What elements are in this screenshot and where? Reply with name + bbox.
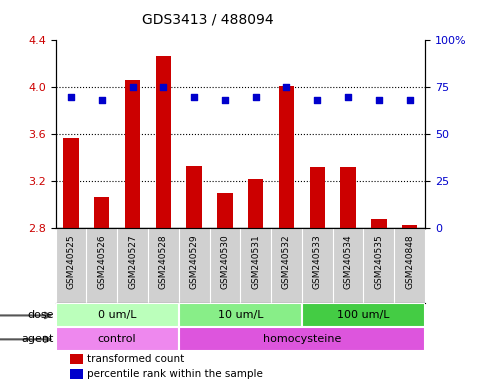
- Point: [98, 98, 106, 104]
- Bar: [94, 197, 110, 228]
- Bar: [56, 303, 179, 328]
- Text: 0 um/L: 0 um/L: [98, 310, 136, 320]
- Text: 100 um/L: 100 um/L: [337, 310, 390, 320]
- Text: GSM240531: GSM240531: [251, 234, 260, 289]
- Point: [159, 84, 167, 90]
- Point: [406, 98, 413, 104]
- Point: [375, 98, 383, 104]
- Point: [190, 94, 198, 100]
- Bar: [402, 225, 417, 228]
- Bar: [186, 166, 202, 228]
- Text: homocysteine: homocysteine: [263, 334, 341, 344]
- Text: GSM240535: GSM240535: [374, 234, 384, 289]
- Text: dose: dose: [27, 310, 54, 320]
- Text: GSM240848: GSM240848: [405, 234, 414, 289]
- Bar: [279, 86, 294, 228]
- Text: GSM240528: GSM240528: [159, 234, 168, 289]
- Point: [252, 94, 259, 100]
- Text: GSM240529: GSM240529: [190, 234, 199, 289]
- Text: transformed count: transformed count: [87, 354, 184, 364]
- Bar: [248, 179, 263, 228]
- Text: GSM240534: GSM240534: [343, 234, 353, 289]
- Bar: [179, 303, 302, 328]
- Bar: [71, 369, 83, 379]
- Text: agent: agent: [21, 334, 54, 344]
- Point: [344, 94, 352, 100]
- Point: [313, 98, 321, 104]
- Text: control: control: [98, 334, 136, 344]
- Text: GSM240527: GSM240527: [128, 234, 137, 289]
- Point: [221, 98, 229, 104]
- Bar: [371, 219, 386, 228]
- Text: GSM240532: GSM240532: [282, 234, 291, 289]
- Text: GSM240530: GSM240530: [220, 234, 229, 289]
- Text: GSM240533: GSM240533: [313, 234, 322, 289]
- Text: GDS3413 / 488094: GDS3413 / 488094: [142, 13, 273, 27]
- Bar: [302, 303, 425, 328]
- Bar: [125, 80, 140, 228]
- Point: [283, 84, 290, 90]
- Bar: [217, 193, 233, 228]
- Point: [67, 94, 75, 100]
- Bar: [71, 354, 83, 364]
- Bar: [179, 328, 425, 351]
- Text: 10 um/L: 10 um/L: [217, 310, 263, 320]
- Point: [128, 84, 136, 90]
- Bar: [63, 138, 79, 228]
- Text: GSM240525: GSM240525: [67, 234, 75, 289]
- Bar: [341, 167, 356, 228]
- Bar: [310, 167, 325, 228]
- Bar: [156, 56, 171, 228]
- Bar: [56, 328, 179, 351]
- Text: GSM240526: GSM240526: [97, 234, 106, 289]
- Text: percentile rank within the sample: percentile rank within the sample: [87, 369, 263, 379]
